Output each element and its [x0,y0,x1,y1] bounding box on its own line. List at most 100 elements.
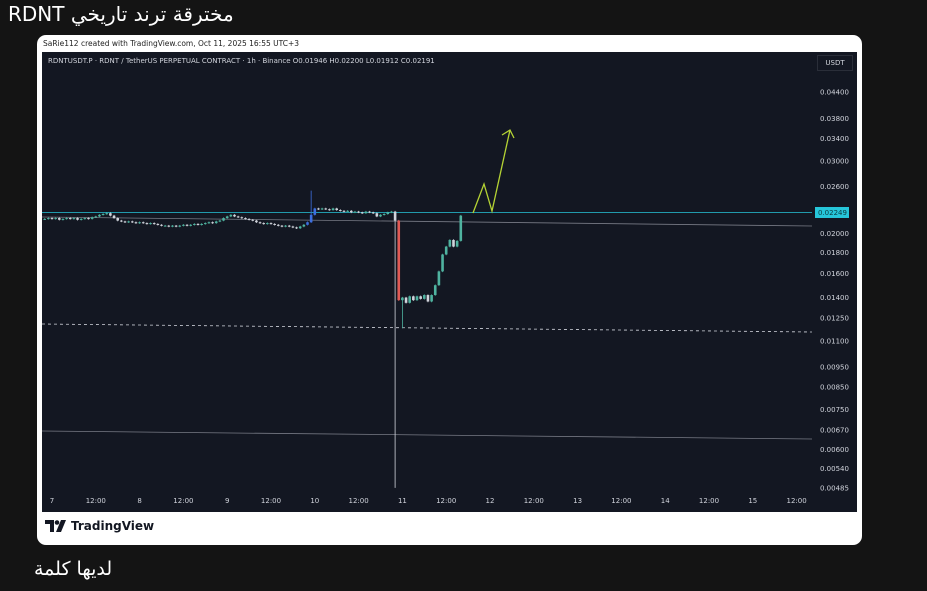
candle-body [204,223,207,225]
candle-body [163,225,167,227]
time-axis-label: 12:00 [436,497,456,505]
candle-body [360,212,364,214]
candle-body [401,297,404,301]
candle-body [459,215,463,241]
candle-body [65,218,68,220]
price-axis-label: 0.00750 [820,406,849,414]
candle-body [141,222,145,224]
projection-arrow [472,129,511,214]
candle-body [404,297,408,303]
candle-body [452,239,455,247]
candle-body [415,296,419,301]
candle-body [408,296,411,303]
candle-body [430,295,433,302]
tradingview-logo-icon [45,520,66,532]
time-axis-label: 12 [486,497,495,505]
candle-body [426,295,430,302]
candle-body [328,209,331,211]
candle-body [353,211,357,213]
candle-body [287,225,291,227]
candle-body [109,213,112,216]
candle-body [105,213,109,215]
candle-body [335,208,338,211]
candle-body [134,222,138,224]
candle-body [269,223,273,225]
price-axis-label: 0.02000 [820,230,849,238]
tradingview-logo: TradingView [45,519,154,533]
candle-body [116,218,119,221]
candle-body [167,225,171,227]
candle-body [455,240,459,247]
time-axis-label: 14 [661,497,670,505]
price-axis-label: 0.01400 [820,294,849,302]
price-axis-label: 0.00850 [820,384,849,392]
candle-body [291,226,295,228]
time-axis-label: 11 [398,497,407,505]
post-title: مخترقة ترند تاريخي RDNT [8,2,234,26]
candle-body [273,223,276,225]
price-axis-label: 0.00670 [820,426,849,434]
candle-body [371,212,375,214]
candle-body [386,212,390,215]
candle-body [412,296,415,301]
candle-body [182,224,185,226]
candle-body [54,218,57,220]
candle-body [149,223,152,225]
candle-body [47,218,50,220]
candle-body [240,217,244,219]
candle-body [342,210,346,212]
tradingview-brand: TradingView [71,519,155,533]
candle-body [61,218,65,220]
candle-body [43,218,46,220]
candle-body [90,217,94,219]
candle-body [298,226,302,229]
symbol-legend: RDNTUSDT.P · RDNT / TetherUS PERPETUAL C… [48,57,435,65]
time-axis-label: 12:00 [349,497,369,505]
time-axis-label: 12:00 [611,497,631,505]
currency-button[interactable]: USDT [817,55,853,71]
price-axis-label: 0.04400 [820,89,849,97]
candle-body [112,215,116,219]
candle-body [58,218,61,220]
price-axis-label: 0.00950 [820,364,849,372]
candle-body [156,223,160,225]
time-axis-label: 15 [748,497,757,505]
candle-body [160,224,163,226]
price-axis-label: 0.01800 [820,249,849,257]
candle-body [277,224,280,226]
candle-body [350,210,353,213]
candle-body [309,214,313,223]
candle-body [437,271,441,286]
time-axis-label: 7 [50,497,54,505]
chart-canvas: 0.04400 0.03800 0.03400 0.03000 0.02600 0.020… [42,89,849,505]
candle-body [152,223,156,225]
candle-body [393,211,397,221]
current-price-badge [815,206,849,218]
candle-body [284,225,287,227]
candle-body [131,221,134,223]
candle-body [302,224,306,227]
price-axis-label: 0.01600 [820,270,849,278]
price-axis-label: 0.03000 [820,157,849,165]
candle-body [189,224,192,226]
candle-body [266,223,269,225]
candle-body [171,225,174,227]
price-axis-label: 0.02600 [820,183,849,191]
candle-body [68,218,72,220]
chart-snapshot-card: SaRie112 created with TradingView.com, O… [37,35,862,545]
candle-body [306,222,309,225]
snapshot-credit: SaRie112 created with TradingView.com, O… [43,39,300,48]
candle-body [368,211,371,213]
candle-body [218,220,222,222]
time-axis-label: 12:00 [699,497,719,505]
candle-body [339,210,342,212]
price-axis-label: 0.03800 [820,115,849,123]
candle-body [251,219,255,221]
candle-body [174,225,178,227]
candle-body [444,246,448,255]
candle-body [375,213,379,217]
price-chart: 0.04400 0.03800 0.03400 0.03000 0.02600 0.020… [42,52,857,512]
candle-body [72,218,76,220]
candle-body [214,221,218,224]
candle-body [236,216,240,218]
